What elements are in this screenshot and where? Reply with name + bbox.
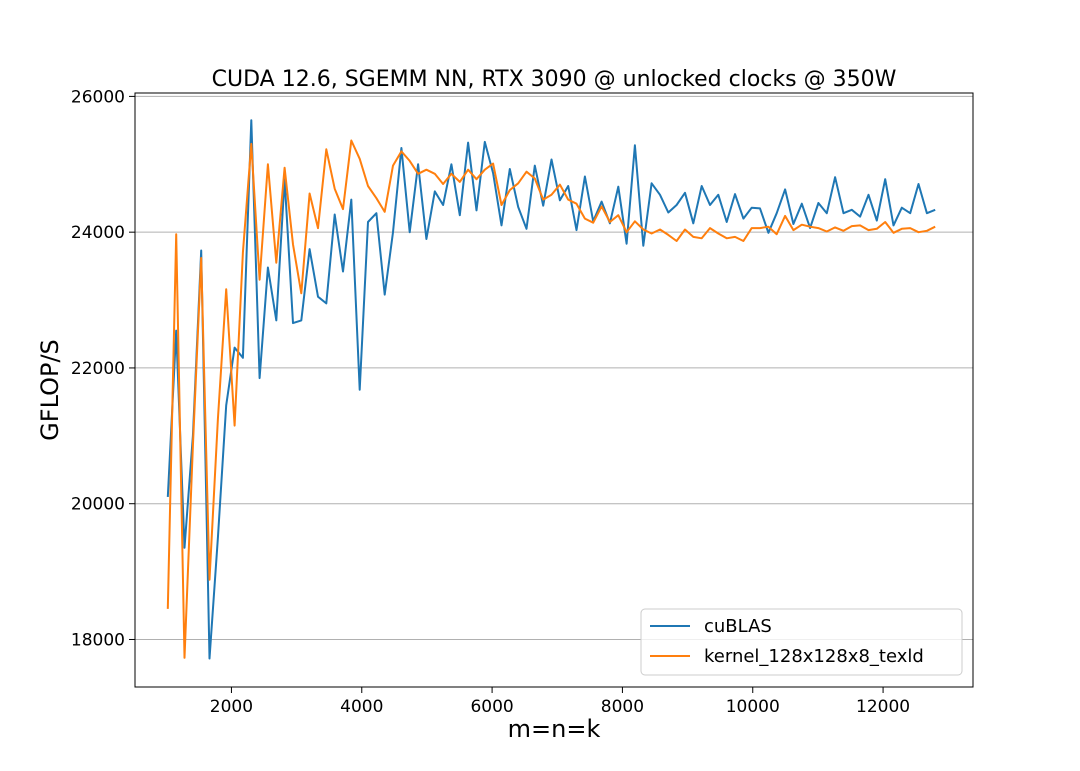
y-tick-label-26000: 26000 bbox=[71, 87, 125, 107]
y-tick-label-20000: 20000 bbox=[71, 495, 125, 515]
x-tick-label-6000: 6000 bbox=[470, 697, 513, 717]
y-tick-label-18000: 18000 bbox=[71, 630, 125, 650]
x-tick-label-12000: 12000 bbox=[856, 697, 910, 717]
series-lines bbox=[166, 119, 936, 660]
y-axis-label: GFLOP/S bbox=[36, 339, 64, 441]
plot-frame bbox=[134, 92, 974, 688]
x-axis-label: m=n=k bbox=[508, 715, 601, 743]
x-tick-label-4000: 4000 bbox=[340, 697, 383, 717]
legend-box bbox=[640, 608, 963, 676]
chart-title: CUDA 12.6, SGEMM NN, RTX 3090 @ unlocked… bbox=[212, 67, 897, 92]
x-axis: 2000 4000 6000 8000 10000 12000 bbox=[210, 687, 910, 717]
x-tick-label-10000: 10000 bbox=[726, 697, 780, 717]
y-tick-label-22000: 22000 bbox=[71, 359, 125, 379]
legend-label-kernel: kernel_128x128x8_texld bbox=[704, 646, 924, 667]
series-line-kernel bbox=[166, 139, 936, 659]
y-axis: 18000 20000 22000 24000 26000 bbox=[71, 87, 135, 650]
series-line-cublas bbox=[166, 119, 936, 660]
legend: cuBLAS kernel_128x128x8_texld bbox=[640, 608, 963, 676]
x-tick-label-8000: 8000 bbox=[601, 697, 644, 717]
y-tick-label-24000: 24000 bbox=[71, 223, 125, 243]
legend-label-cublas: cuBLAS bbox=[704, 616, 772, 637]
x-tick-label-2000: 2000 bbox=[210, 697, 253, 717]
